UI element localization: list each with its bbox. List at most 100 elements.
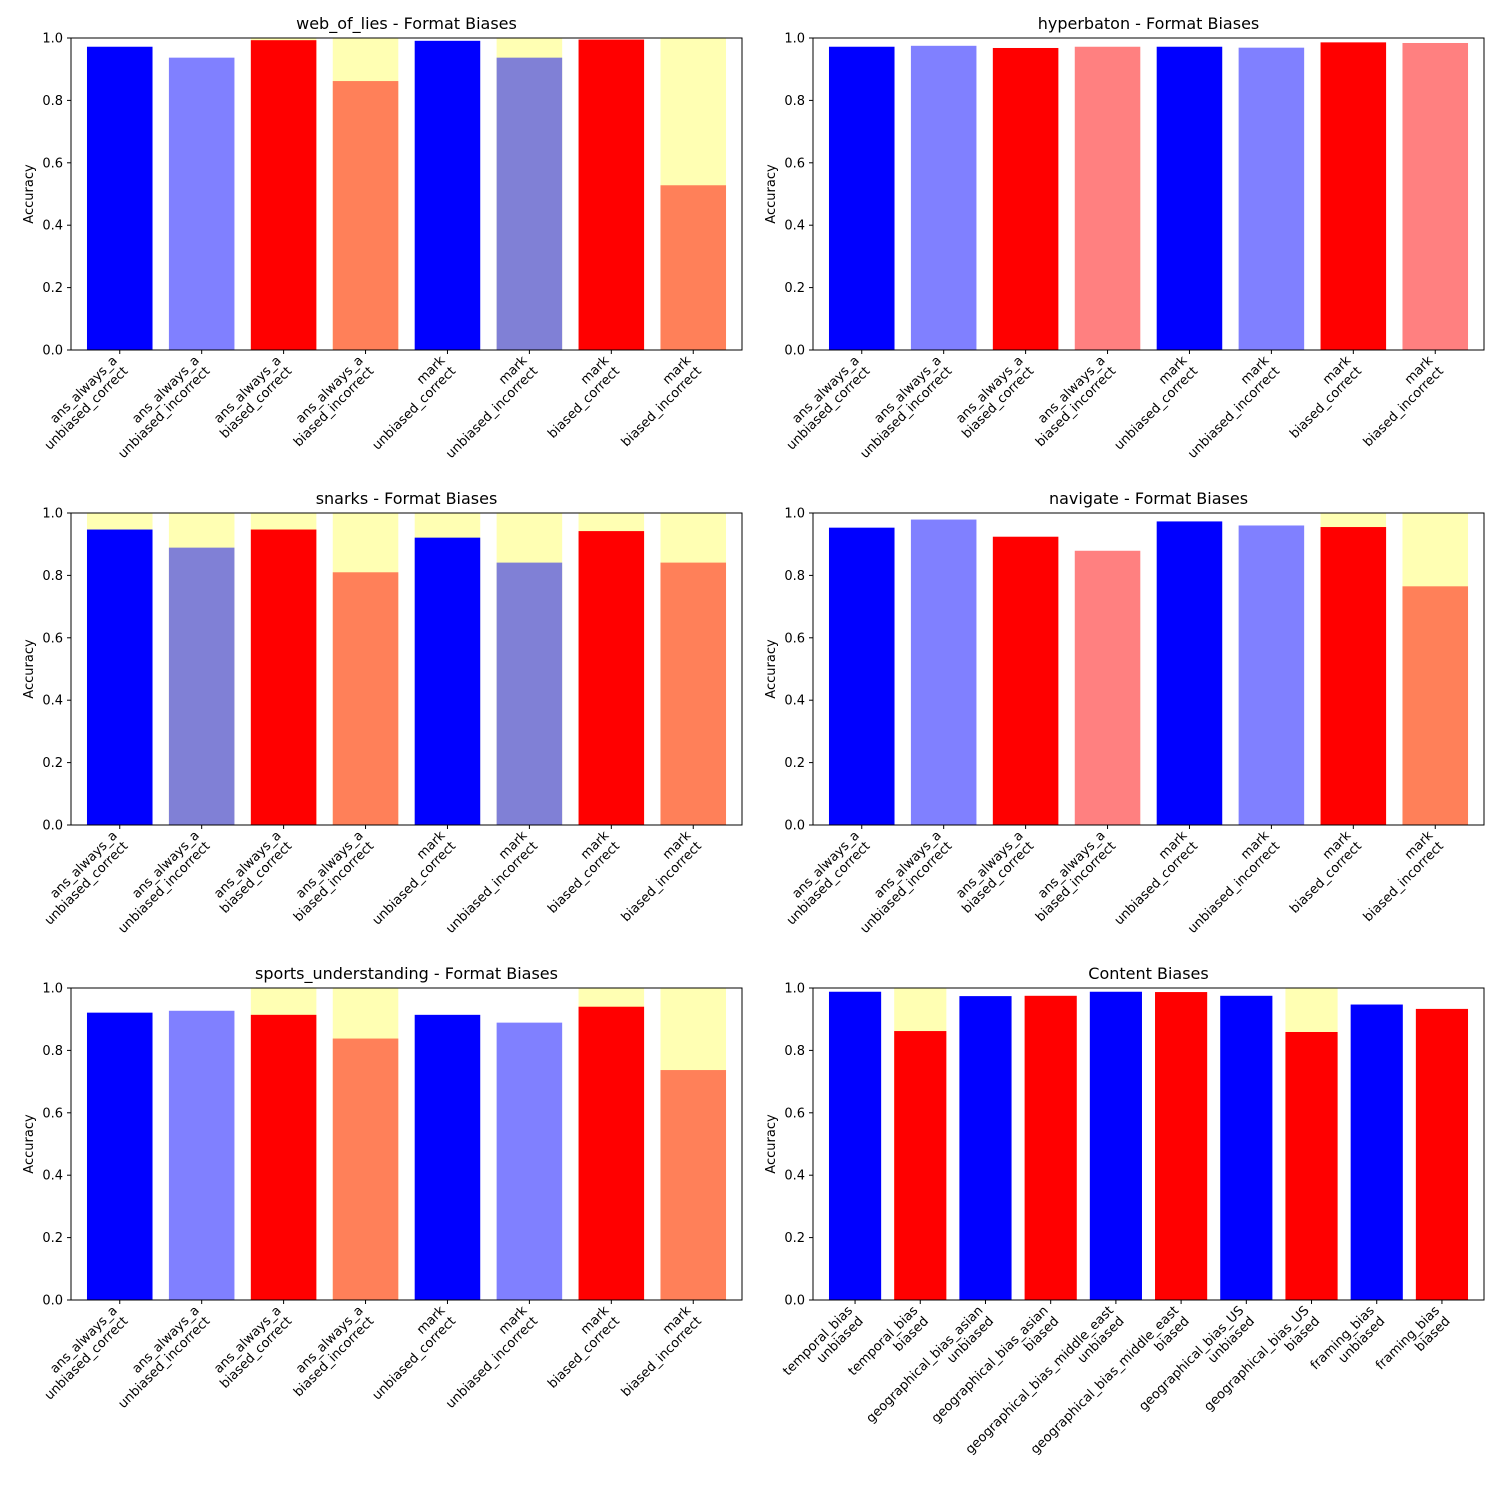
y-tick-label: 0.0 xyxy=(42,1294,63,1309)
y-tick-label: 0.0 xyxy=(784,1294,805,1309)
bar xyxy=(332,81,399,350)
bar xyxy=(1350,1004,1403,1300)
x-tick-label: ans_always_aunbiased_correct xyxy=(31,828,131,928)
chart-title: hyperbaton - Format Biases xyxy=(1038,14,1260,33)
bar xyxy=(828,46,895,351)
bar xyxy=(1220,995,1273,1300)
x-tick-label-line: unbiased_incorrect xyxy=(443,839,541,937)
chart-title: navigate - Format Biases xyxy=(1049,489,1248,508)
chart-title: snarks - Format Biases xyxy=(316,489,498,508)
x-tick-label: markunbiased_correct xyxy=(359,1303,459,1403)
bar xyxy=(660,1070,727,1300)
y-tick-label: 0.0 xyxy=(42,819,63,834)
bar xyxy=(86,46,153,351)
bar xyxy=(250,529,317,825)
bar xyxy=(1402,586,1469,825)
bar xyxy=(992,47,1059,350)
x-tick-label: ans_always_aunbiased_correct xyxy=(773,353,873,453)
y-tick-label: 0.8 xyxy=(42,1044,63,1059)
bar xyxy=(578,1006,645,1300)
x-tick-label: ans_always_aunbiased_correct xyxy=(773,828,873,928)
x-tick-label-line: unbiased_incorrect xyxy=(1185,839,1283,937)
y-axis-label: Accuracy xyxy=(22,164,37,224)
y-tick-label: 0.6 xyxy=(42,1106,63,1121)
x-tick-label: ans_always_abiased_incorrect xyxy=(280,353,377,450)
bar xyxy=(496,562,563,825)
chart-panel-6: Content Biases 0.0 0.2 0.4 0.6 0.8 1.0 Accuracy… xyxy=(764,964,1485,1457)
x-tick-label: markbiased_correct xyxy=(535,1303,624,1392)
x-tick-label: ans_always_abiased_correct xyxy=(207,353,295,441)
y-tick-label: 1.0 xyxy=(784,32,805,47)
chart-panel-5: sports_understanding - Format Biases 0.0 0… xyxy=(22,964,743,1412)
bar xyxy=(1285,1031,1338,1300)
y-tick-label: 0.4 xyxy=(784,219,805,234)
x-tick-label-line: unbiased_incorrect xyxy=(443,1314,541,1412)
y-axis-label: Accuracy xyxy=(22,1114,37,1174)
bar xyxy=(1156,46,1223,351)
y-tick-label: 0.4 xyxy=(784,1169,805,1184)
bar xyxy=(959,996,1012,1300)
axes-frame xyxy=(70,37,743,351)
y-tick-label: 1.0 xyxy=(784,507,805,522)
y-axis-label: Accuracy xyxy=(764,639,779,699)
y-tick-label: 0.8 xyxy=(784,569,805,584)
y-tick-label: 0.6 xyxy=(784,156,805,171)
bar xyxy=(250,1014,317,1300)
bar xyxy=(1320,527,1387,825)
bar xyxy=(992,536,1059,825)
x-tick-label: markunbiased_correct xyxy=(359,828,459,928)
bar xyxy=(660,185,727,350)
bar xyxy=(414,537,481,825)
bar xyxy=(1024,995,1077,1300)
y-tick-label: 0.6 xyxy=(784,1106,805,1121)
bar xyxy=(1156,521,1223,825)
y-axis-label: Accuracy xyxy=(764,164,779,224)
y-tick-label: 0.6 xyxy=(42,631,63,646)
x-tick-label: ans_always_abiased_incorrect xyxy=(280,1303,377,1400)
x-tick-label: framing_biasbiased xyxy=(1373,1303,1454,1384)
bar xyxy=(1320,42,1387,350)
x-tick-label: ans_always_aunbiased_correct xyxy=(31,1303,131,1403)
chart-title: Content Biases xyxy=(1088,964,1208,983)
chart-panel-3: snarks - Format Biases 0.0 0.2 0.4 0.6 0.8 1.0… xyxy=(22,489,743,937)
x-tick-label: markbiased_correct xyxy=(535,828,624,917)
y-tick-label: 0.4 xyxy=(42,694,63,709)
bar xyxy=(578,531,645,825)
x-tick-label: ans_always_abiased_incorrect xyxy=(1022,828,1119,925)
y-tick-label: 0.2 xyxy=(42,1231,63,1246)
bar xyxy=(578,39,645,351)
y-tick-label: 0.8 xyxy=(42,94,63,109)
x-tick-label: markbiased_incorrect xyxy=(1350,828,1447,925)
y-tick-label: 0.2 xyxy=(784,1231,805,1246)
bar xyxy=(828,527,895,825)
bar xyxy=(86,529,153,825)
y-tick-label: 0.2 xyxy=(42,281,63,296)
bar xyxy=(496,57,563,350)
x-tick-label: markunbiased_correct xyxy=(359,353,459,453)
y-tick-label: 0.8 xyxy=(784,1044,805,1059)
x-tick-label-line: unbiased_incorrect xyxy=(858,839,956,937)
x-tick-label: ans_always_abiased_correct xyxy=(207,1303,295,1391)
bar xyxy=(660,562,727,825)
x-tick-label: markbiased_incorrect xyxy=(608,353,705,450)
bar xyxy=(1402,42,1469,350)
y-tick-label: 0.6 xyxy=(42,156,63,171)
y-tick-label: 0.2 xyxy=(784,756,805,771)
y-axis-label: Accuracy xyxy=(764,1114,779,1174)
y-tick-label: 0.0 xyxy=(784,819,805,834)
bar xyxy=(1089,991,1142,1300)
x-tick-label: ans_always_abiased_correct xyxy=(949,353,1037,441)
y-tick-label: 1.0 xyxy=(42,982,63,997)
bar xyxy=(332,1038,399,1300)
axes-frame xyxy=(812,37,1485,351)
y-tick-label: 0.0 xyxy=(42,344,63,359)
bar xyxy=(1074,550,1141,825)
axes-frame xyxy=(70,512,743,826)
x-tick-label-line: unbiased_incorrect xyxy=(116,839,214,937)
x-tick-label: markbiased_correct xyxy=(535,353,624,442)
bar xyxy=(910,45,977,351)
y-tick-label: 0.4 xyxy=(42,219,63,234)
y-tick-label: 1.0 xyxy=(784,982,805,997)
bar xyxy=(168,547,235,825)
